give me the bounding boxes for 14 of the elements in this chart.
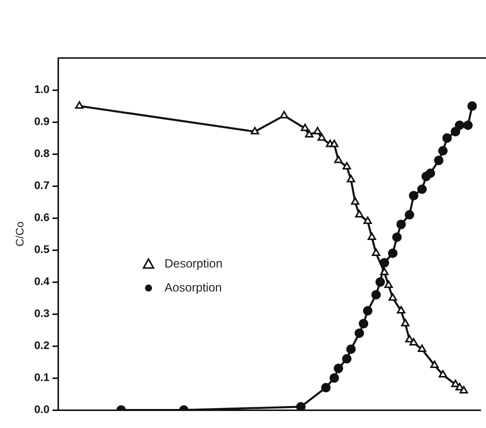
y-tick-label: 0.2 bbox=[34, 340, 50, 352]
y-tick-label: 0.7 bbox=[34, 180, 50, 192]
y-tick-label: 0.4 bbox=[34, 276, 50, 288]
y-tick-label: 0.5 bbox=[34, 244, 50, 256]
y-tick-label: 0.6 bbox=[34, 212, 50, 224]
y-tick-label: 0.8 bbox=[34, 148, 50, 160]
y-tick-label: 0.1 bbox=[34, 372, 50, 384]
y-tick-label: 0.3 bbox=[34, 308, 50, 320]
legend-label: Aosorption bbox=[164, 280, 222, 294]
legend-label: Desorption bbox=[164, 256, 223, 270]
y-tick-label: 0.9 bbox=[34, 116, 50, 128]
y-axis-title: C/Co bbox=[14, 221, 27, 247]
y-tick-label: 1.0 bbox=[34, 84, 50, 96]
y-tick-label: 0.0 bbox=[34, 404, 50, 416]
